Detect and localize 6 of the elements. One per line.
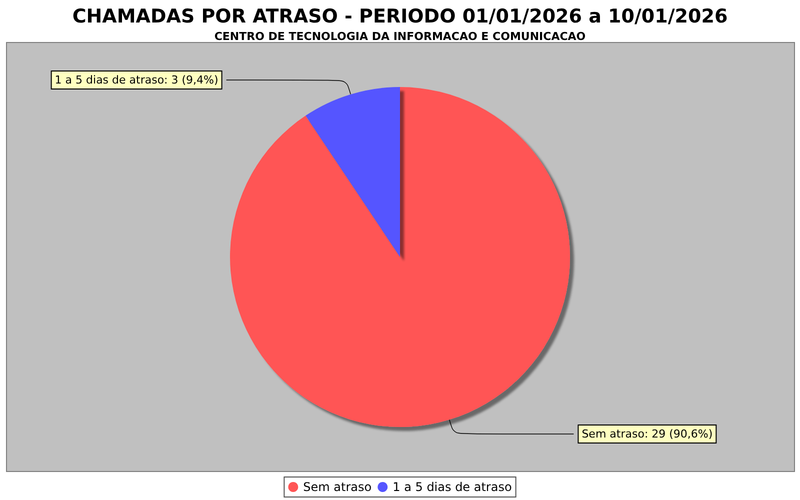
chart-title: CHAMADAS POR ATRASO - PERIODO 01/01/2026 a 10/01/2026 (72, 6, 728, 28)
data-label: Sem atraso: 29 (90,6%) (582, 428, 713, 441)
legend-label: Sem atraso (303, 480, 372, 494)
chart-subtitle: CENTRO DE TECNOLOGIA DA INFORMACAO E COMUNICACAO (214, 30, 586, 43)
data-label: 1 a 5 dias de atraso: 3 (9,4%) (54, 73, 218, 86)
legend-label: 1 a 5 dias de atraso (392, 480, 512, 494)
